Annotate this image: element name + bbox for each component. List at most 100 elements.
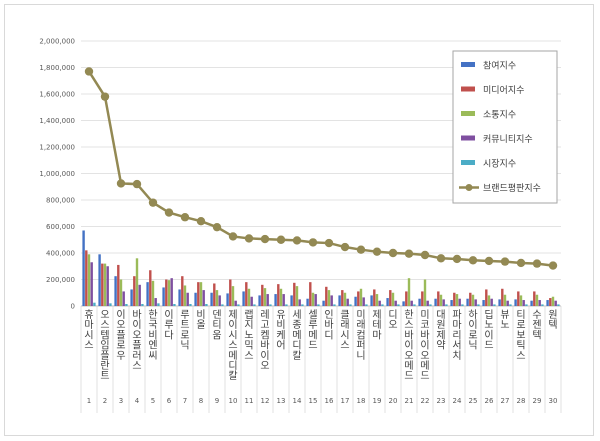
brand-index-point [244,234,254,243]
y-tick-label: 800,000 [46,197,75,205]
x-rank-label: 9 [215,397,219,405]
bar [554,300,557,306]
x-rank-label: 21 [405,397,414,405]
x-rank-label: 1 [87,397,91,405]
x-rank-label: 12 [261,397,270,405]
bar [349,304,352,306]
bar [282,294,285,306]
bar [133,276,136,306]
bar [122,291,125,306]
x-rank-label: 6 [167,397,172,405]
bar [362,297,365,306]
bar [434,298,437,306]
bar [522,300,525,306]
bar [501,288,504,306]
x-rank-label: 2 [103,397,107,405]
x-rank-label: 26 [485,397,494,405]
x-rank-label: 30 [549,397,558,405]
bar [197,282,200,306]
bar [530,300,533,306]
bar [245,282,248,306]
y-tick-label: 2,000,000 [39,38,75,46]
bar [98,254,101,306]
bar [322,300,325,306]
bar [394,300,397,306]
legend-swatch [461,111,475,116]
legend-box [452,50,558,204]
bar [146,282,149,306]
bar [250,296,253,306]
bar [421,291,424,306]
bar [381,304,384,306]
bar [506,300,509,306]
bar [266,294,269,306]
brand-index-point [452,254,462,264]
brand-index-point [484,256,494,266]
bar [178,289,181,306]
bar [359,288,363,306]
bar [101,263,104,306]
bar [314,294,317,306]
brand-index-point [100,92,110,101]
x-rank-label: 4 [135,397,140,405]
bar [493,304,496,306]
bar [210,292,213,306]
bar [237,304,240,306]
bar [485,289,488,306]
bar [546,300,549,306]
bar [455,294,459,306]
bar [541,304,544,306]
x-rank-label: 20 [389,397,398,405]
x-rank-label: 8 [199,397,203,405]
bar [202,290,205,306]
bar [106,266,109,306]
bar [413,304,416,306]
x-rank-label: 10 [229,397,238,405]
bar [157,303,160,306]
bar [130,289,133,306]
bar [538,300,541,306]
bar [226,293,229,306]
bar [138,284,141,306]
legend-label: 참여지수 [483,60,516,72]
bar [333,304,336,306]
brand-index-point [340,242,350,252]
brand-index-point [148,198,158,207]
bar [261,284,264,306]
bar [514,299,517,307]
bar [418,298,421,306]
legend-swatch [461,62,475,67]
brand-index-point [372,247,382,256]
bar [186,292,189,306]
bar [189,304,192,306]
bar [439,294,443,306]
bar [234,300,237,306]
bar [218,295,221,306]
brand-index-point [164,208,174,217]
brand-index-point [116,179,126,188]
bar [125,304,128,306]
x-rank-label: 23 [437,397,446,405]
x-rank-label: 15 [309,397,318,405]
bar [402,301,405,306]
x-rank-label: 19 [373,397,382,405]
bar [535,294,539,306]
bar [519,295,523,306]
bar [429,304,432,306]
brand-index-point [196,217,206,226]
bar [231,286,235,307]
brand-index-point [388,248,398,258]
brand-index-point [228,232,238,241]
bar [170,278,173,306]
bar [277,284,280,306]
bar [317,304,320,306]
bar [482,300,485,306]
